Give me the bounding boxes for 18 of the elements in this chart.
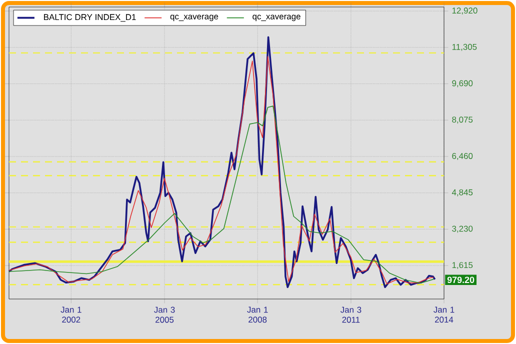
y-tick-label: 3,230 — [452, 226, 473, 233]
x-tick-label: Jan 3 2005 — [154, 306, 175, 323]
legend-label: BALTIC DRY INDEX_D1 — [44, 14, 136, 22]
line-series — [8, 106, 434, 284]
y-tick-label: 8,075 — [452, 116, 473, 124]
x-tick-label: Jan 1 2014 — [434, 306, 454, 323]
x-tick-label: Jan 3 2011 — [340, 306, 362, 323]
y-tick-label: 9,690 — [452, 80, 473, 88]
y-tick-label: 4,845 — [452, 189, 473, 196]
x-tick-label: Jan 1 2008 — [247, 306, 268, 323]
y-tick-label: 6,460 — [452, 152, 473, 160]
annotation: 979.20 — [447, 276, 474, 284]
y-tick-label: 11,305 — [452, 44, 477, 51]
y-tick-label: 1,615 — [452, 262, 473, 270]
legend-label: qc_xaverage — [170, 14, 218, 22]
y-tick-label: 12,920 — [452, 8, 478, 15]
legend-label: qc_xaverage — [252, 14, 300, 22]
x-tick-label: Jan 1 2002 — [60, 306, 82, 323]
